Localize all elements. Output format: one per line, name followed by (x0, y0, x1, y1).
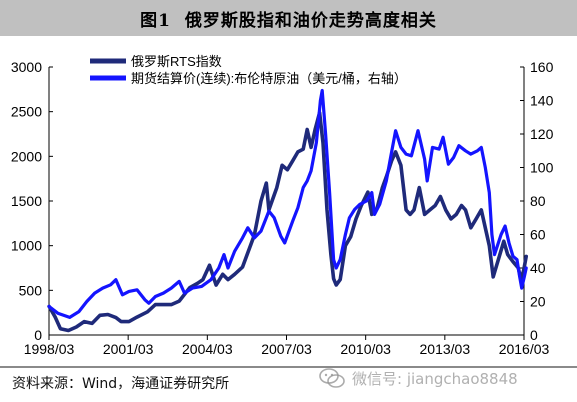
axes: 0 500 1000 1500 2000 2500 3000 0 20 40 60 80 100 120 1… (11, 59, 554, 357)
x-tick-label: 2004/03 (182, 341, 233, 357)
x-tick-label: 2013/03 (420, 341, 471, 357)
y-left-tick-label: 3000 (11, 59, 42, 75)
figure-number: 图1 (140, 10, 171, 31)
y-left-tick-label: 2500 (11, 104, 42, 120)
chart-area: 0 500 1000 1500 2000 2500 3000 0 20 40 60 80 100 120 1… (11, 54, 554, 357)
series-group (47, 88, 528, 333)
y-right-tick-label: 60 (530, 227, 546, 243)
legend-label: 期货结算价(连续):布伦特原油（美元/桶，右轴） (131, 71, 407, 86)
y-left-tick-label: 1500 (11, 193, 42, 209)
watermark: 微信号: jiangchao8848 (318, 367, 518, 389)
rts-index-line (47, 110, 528, 333)
figure-title: 俄罗斯股指和油价走势高度相关 (184, 10, 437, 31)
source-note: 资料来源：Wind，海通证券研究所 (12, 376, 230, 392)
x-tick-label: 2001/03 (103, 341, 154, 357)
y-right-tick-label: 80 (530, 193, 546, 209)
y-right-tick-label: 160 (530, 59, 554, 75)
y-right-tick-label: 100 (530, 160, 554, 176)
figure-title-bar: 图1 俄罗斯股指和油价走势高度相关 (0, 0, 577, 36)
y-right-tick-label: 0 (530, 327, 538, 343)
y-left-tick-label: 1000 (11, 238, 42, 254)
y-right-tick-label: 140 (530, 93, 554, 109)
legend-label: 俄罗斯RTS指数 (131, 54, 222, 69)
y-right-tick-label: 20 (530, 294, 546, 310)
y-left-tick-label: 2000 (11, 148, 42, 164)
wechat-icon (318, 367, 346, 389)
x-tick-label: 2010/03 (340, 341, 391, 357)
brent-oil-line (47, 88, 528, 319)
x-tick-label: 1998/03 (24, 341, 75, 357)
y-right-tick-label: 120 (530, 126, 554, 142)
x-tick-label: 2016/03 (499, 341, 550, 357)
x-tick-label: 2007/03 (261, 341, 312, 357)
footer-rule (0, 366, 577, 368)
watermark-text: 微信号: jiangchao8848 (352, 369, 518, 388)
y-right-tick-label: 40 (530, 260, 546, 276)
y-left-tick-label: 500 (19, 282, 43, 298)
y-left-tick-label: 0 (34, 327, 42, 343)
